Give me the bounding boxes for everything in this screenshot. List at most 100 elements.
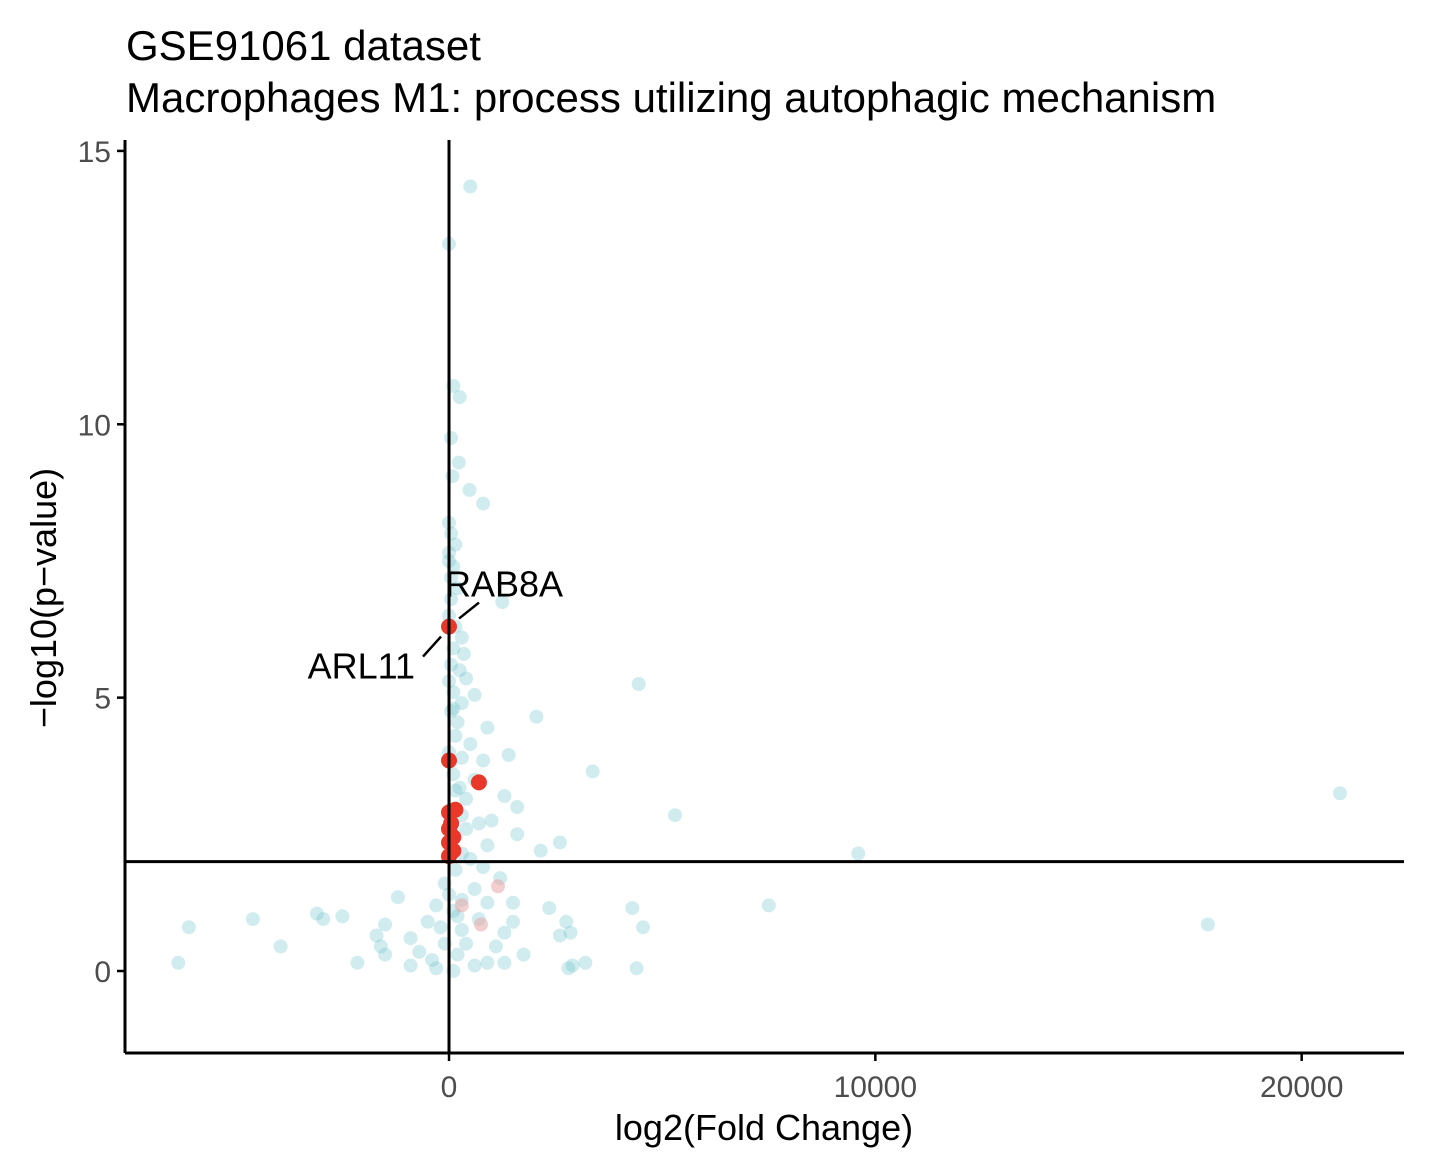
gene-point [467, 882, 482, 896]
gene-point [378, 917, 393, 932]
nonsignificant-highlight-point [491, 879, 505, 894]
gene-point [506, 895, 520, 910]
gene-point [506, 914, 520, 929]
gene-point [480, 895, 495, 910]
gene-point [452, 780, 467, 795]
gene-point [480, 720, 495, 735]
gene-point [444, 431, 459, 445]
gene-point [510, 827, 525, 842]
gene-point [412, 944, 427, 959]
gene-point [510, 800, 525, 814]
gene-point [542, 901, 557, 916]
gene-point [462, 482, 477, 497]
gene-point [467, 958, 482, 973]
annotation-leader-line [422, 635, 442, 658]
gene-point [273, 939, 288, 954]
gene-point [552, 835, 567, 850]
gene-point [851, 846, 866, 861]
reference-lines [125, 140, 1404, 1053]
x-axis-title: log2(Fold Change) [615, 1107, 913, 1148]
gene-point [448, 862, 463, 877]
gene-point [516, 947, 531, 962]
gene-point [578, 955, 593, 970]
gene-point [497, 925, 512, 940]
gene-point [629, 961, 644, 976]
x-tick-label: 0 [441, 1071, 458, 1104]
gene-point [488, 939, 503, 954]
gene-point [480, 838, 495, 853]
title-block: GSE91061 dataset Macrophages M1: process… [126, 20, 1216, 124]
y-tick-label: 0 [94, 956, 111, 989]
gene-point [471, 816, 486, 831]
x-tick-label: 10000 [834, 1071, 917, 1104]
gene-point [390, 890, 405, 905]
gene-point [495, 595, 510, 609]
gene-point [454, 923, 469, 937]
gene-point [459, 671, 474, 686]
gene-point [559, 914, 574, 929]
gene-point [563, 925, 578, 940]
gene-point [585, 764, 600, 779]
gene-point [452, 390, 467, 404]
gene-point [1200, 917, 1215, 932]
gene-point [480, 955, 495, 970]
gene-point [456, 646, 471, 661]
gene-point [668, 808, 682, 823]
nonsignificant-highlight-point [454, 898, 469, 913]
gene-point [171, 955, 186, 970]
axes: 0 5 10 15 0 10000 20000 [78, 136, 1404, 1104]
gene-point [459, 821, 474, 836]
gene-point [378, 947, 393, 962]
gene-point [309, 906, 324, 921]
y-axis-title: −log10(p−value) [23, 468, 64, 728]
gene-point [467, 687, 482, 702]
gene-point [476, 753, 491, 768]
gene-point [476, 496, 491, 511]
gene-point [476, 860, 491, 875]
gene-point [636, 920, 650, 935]
gene-label: ARL11 [308, 646, 415, 687]
y-tick-label: 15 [78, 136, 111, 169]
chart-title: GSE91061 dataset [126, 22, 481, 69]
annotation-leader-line [458, 601, 480, 620]
gene-point [403, 958, 418, 973]
gene-point [316, 912, 331, 927]
gene-point [181, 920, 196, 935]
gene-point [463, 179, 478, 194]
gene-point [463, 851, 478, 866]
gene-point [529, 709, 544, 724]
y-tick-label: 5 [94, 683, 111, 716]
gene-point [350, 955, 365, 970]
gene-point [373, 939, 388, 954]
gene-point [454, 630, 469, 645]
gene-point [448, 783, 463, 798]
gene-point [454, 750, 469, 765]
annotation-layer: RAB8A ARL11 [308, 564, 563, 687]
x-tick-label: 20000 [1260, 1071, 1343, 1104]
gene-point [454, 696, 469, 711]
gene-point [429, 961, 444, 976]
points-layer [171, 179, 1347, 978]
gene-point [533, 843, 548, 858]
gene-point [245, 912, 260, 927]
gene-point [450, 581, 465, 596]
gene-point [369, 928, 384, 943]
gene-point [425, 953, 439, 968]
gene-label: RAB8A [445, 564, 563, 605]
gene-point [429, 898, 444, 913]
y-tick-label: 10 [78, 409, 111, 442]
gene-point [448, 537, 463, 552]
gene-point [451, 455, 466, 470]
gene-point [497, 955, 512, 970]
gene-point [450, 947, 465, 962]
gene-point [433, 920, 448, 935]
gene-point [459, 791, 474, 806]
gene-point [497, 789, 512, 803]
gene-point [1333, 786, 1347, 801]
gene-point [631, 677, 646, 691]
chart-subtitle: Macrophages M1: process utilizing autoph… [126, 74, 1217, 121]
gene-point [420, 914, 435, 929]
gene-point [450, 909, 465, 924]
gene-point [448, 728, 463, 743]
